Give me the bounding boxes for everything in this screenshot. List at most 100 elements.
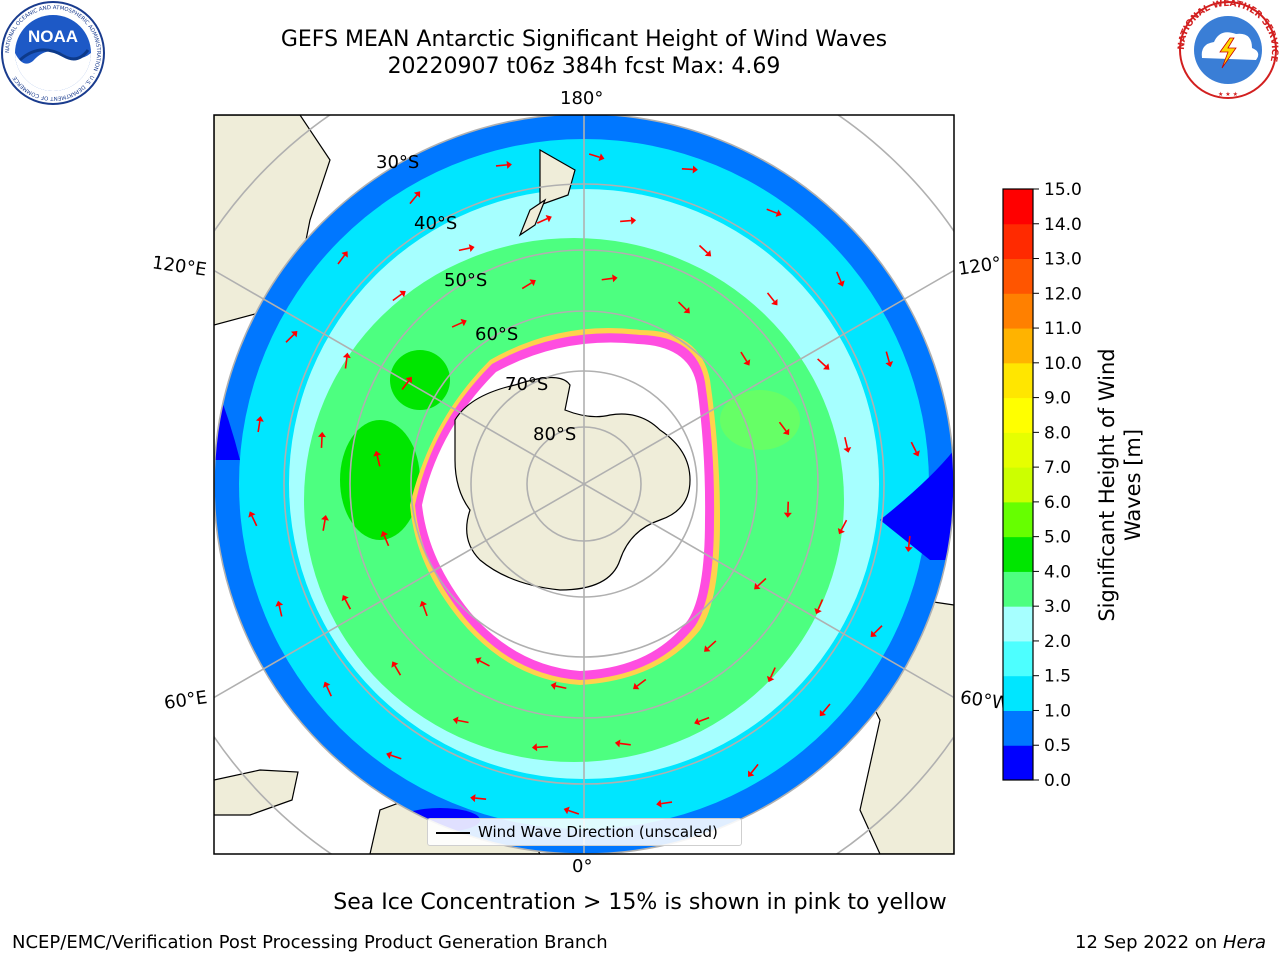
wave-arrow-shaft <box>257 420 261 433</box>
wave-arrow-shaft <box>750 763 759 774</box>
wave-arrow-shaft <box>766 292 775 302</box>
wave-arrow-head <box>317 431 326 438</box>
wave-arrow-head <box>341 251 348 258</box>
wave-arrow-shaft <box>392 293 403 302</box>
wave-arrow-head <box>823 363 830 370</box>
wave-arrow-head <box>612 274 618 283</box>
colorbar-tick-label: 15.0 <box>1044 180 1082 200</box>
lat-label-30s: 30°S <box>376 152 420 173</box>
lon-label-0: 0° <box>572 856 593 877</box>
colorbar-segment <box>1003 328 1033 364</box>
wave-arrow-head <box>531 743 538 752</box>
wave-arrow-head <box>683 306 690 314</box>
wave-arrow-shaft <box>757 577 767 587</box>
colorbar-segment <box>1003 397 1033 433</box>
wave-arrow-head <box>341 594 349 602</box>
wave-arrow-head <box>743 359 751 366</box>
wave-arrow-head <box>775 209 782 217</box>
wave-arrow-shaft <box>836 271 842 283</box>
wave-arrow-head <box>704 645 711 652</box>
colorbar-segment <box>1003 640 1033 677</box>
colorbar-segment <box>1003 189 1033 225</box>
wave-arrow-shaft <box>251 515 258 527</box>
wave-arrow-shaft <box>451 321 463 328</box>
colorbar-segment <box>1003 571 1033 607</box>
colorbar-segment <box>1003 432 1033 468</box>
wave-arrow-shaft <box>740 351 748 362</box>
wave-arrow-shaft <box>698 716 710 723</box>
wave-arrow-shaft <box>479 660 490 667</box>
wave-arrow-head <box>783 512 792 518</box>
colorbar: 0.0 0.5 1.0 1.5 2.0 3.0 4.0 5.0 6.0 7.0 8.0 9.0 10.0… <box>1002 180 1082 790</box>
wave-arrow-head <box>870 630 877 637</box>
wave-arrow-head <box>323 681 331 688</box>
colorbar-tick-label: 14.0 <box>1044 215 1082 235</box>
colorbar-tick-label: 11.0 <box>1044 319 1082 339</box>
colorbar-tick-label: 10.0 <box>1044 354 1082 374</box>
colorbar-tick-label: 0.0 <box>1044 771 1071 790</box>
colorbar-tick-label: 1.5 <box>1044 667 1071 687</box>
wave-arrow-head <box>255 416 264 422</box>
colorbar-label-line2: Waves [m] <box>1121 428 1145 542</box>
wave-arrow-head <box>782 428 790 436</box>
lat-label-60s: 60°S <box>475 324 519 345</box>
colorbar-segment <box>1003 258 1033 294</box>
colorbar-tick-label: 1.0 <box>1044 701 1071 721</box>
wave-arrow-shaft <box>401 380 410 390</box>
wave-arrow-shaft <box>844 437 849 449</box>
wave-arrow-shaft <box>698 244 709 254</box>
nws-logo: NATIONAL WEATHER SERVICE ★ ★ ★ <box>1177 0 1279 99</box>
wave-arrow-shaft <box>320 436 323 448</box>
wave-arrow-head <box>460 318 467 327</box>
sea-ice-note: Sea Ice Concentration > 15% is shown in … <box>333 890 947 915</box>
wave-arrow-shaft <box>458 247 470 252</box>
wave-arrow-head <box>468 244 475 252</box>
wave-arrow-head <box>633 682 640 690</box>
wave-arrow-shaft <box>907 535 911 548</box>
wave-arrow-head <box>814 607 822 615</box>
wave-arrow-head <box>248 511 256 518</box>
wave-arrow-shaft <box>885 351 891 363</box>
wave-arrow-head <box>291 330 298 338</box>
wave-arrow-head <box>506 160 512 169</box>
lat-label-50s: 50°S <box>444 270 488 291</box>
wave-arrow-head <box>405 376 412 384</box>
chart-subtitle: 20220907 t06z 384h fcst Max: 4.69 <box>387 54 781 79</box>
wave-arrow-head <box>614 739 621 748</box>
wave-arrow-head <box>563 806 570 815</box>
colorbar-segment <box>1003 362 1033 399</box>
wave-arrow-head <box>470 794 476 803</box>
noaa-logo-text: NOAA <box>28 27 78 46</box>
wind-wave-arrows <box>248 153 920 815</box>
wave-arrow-shaft <box>822 703 831 713</box>
wave-arrow-shaft <box>568 809 580 815</box>
wave-arrow-shaft <box>619 742 631 746</box>
wave-arrow-shaft <box>620 219 632 223</box>
colorbar-tick-label: 6.0 <box>1044 493 1071 513</box>
wave-arrow-head <box>413 191 421 198</box>
wave-arrow-head <box>529 279 536 287</box>
map-legend: Wind Wave Direction (unscaled) <box>427 818 742 846</box>
antarctica-land <box>454 376 691 591</box>
wave-arrow-head <box>598 153 605 162</box>
system-name: Hera <box>1222 932 1266 953</box>
wave-arrow-shaft <box>325 685 332 697</box>
wave-arrow-head <box>380 531 388 538</box>
colorbar-segment <box>1003 710 1033 746</box>
wave-arrow-shaft <box>817 599 824 610</box>
wave-arrow-head <box>837 280 845 287</box>
wave-arrow-shaft <box>409 194 418 205</box>
wave-arrow-head <box>550 682 557 690</box>
wave-arrow-head <box>545 215 552 223</box>
wave-arrow-shaft <box>817 358 827 367</box>
lat-label-40s: 40°S <box>414 213 458 234</box>
wave-arrow-shaft <box>344 599 352 610</box>
wave-arrow-head <box>399 290 406 298</box>
wave-arrow-head <box>391 661 399 668</box>
wave-arrow-shaft <box>521 282 532 290</box>
wave-arrow-shaft <box>422 605 428 617</box>
colorbar-segment <box>1003 223 1033 260</box>
wave-arrow-head <box>475 657 482 665</box>
wave-arrow-head <box>630 216 637 225</box>
